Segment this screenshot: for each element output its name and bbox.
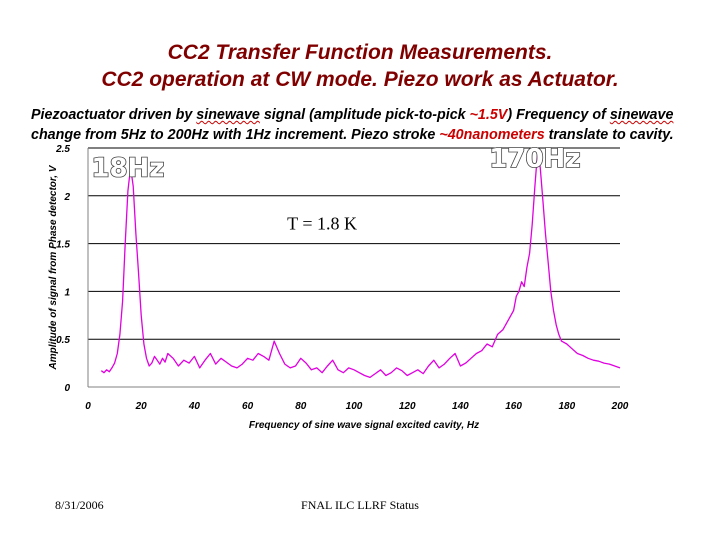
x-tick-label: 120 (399, 401, 416, 412)
desc-text-flagged: sinewave (196, 107, 260, 123)
x-tick-label: 100 (346, 401, 363, 412)
footer-status: FNAL ILC LLRF Status (301, 498, 419, 512)
desc-text: ) Frequency of (507, 107, 610, 123)
x-tick-label: 0 (85, 401, 91, 412)
desc-text-flagged: sinewave (609, 107, 674, 123)
y-tick-label: 0.5 (56, 335, 70, 346)
x-tick-label: 200 (611, 401, 629, 412)
x-tick-label: 20 (135, 401, 148, 412)
slide-title-line1: CC2 Transfer Function Measurements. (167, 41, 553, 64)
desc-text: Piezoactuator driven by (31, 107, 197, 123)
footer-date: 8/31/2006 (55, 498, 104, 512)
y-tick-label: 2 (63, 192, 70, 203)
desc-text: change from 5Hz to 200Hz with 1Hz increm… (31, 127, 440, 143)
x-tick-label: 80 (295, 401, 307, 412)
x-tick-label: 160 (505, 401, 522, 412)
temperature-annotation: T = 1.8 K (287, 213, 357, 233)
series-line-amplitude (100, 152, 621, 379)
y-tick-label: 1.5 (56, 240, 70, 251)
desc-text: signal (amplitude pick-to-pick (259, 107, 470, 123)
slide-title-line2: CC2 operation at CW mode. Piezo work as … (101, 68, 619, 91)
stroke-value: ~40nanometers (439, 127, 545, 143)
y-axis-label: Amplitude of signal from Phase detector,… (48, 164, 59, 370)
x-tick-label: 60 (242, 401, 254, 412)
x-axis-label: Frequency of sine wave signal excited ca… (249, 420, 479, 431)
desc-text: translate to cavity. (544, 127, 674, 143)
y-tick-label: 1 (64, 287, 70, 298)
x-tick-label: 180 (558, 401, 575, 412)
description-line2: change from 5Hz to 200Hz with 1Hz increm… (31, 125, 711, 145)
amplitude-value: ~1.5V (469, 107, 508, 123)
peak-annotation: 18Hz (91, 154, 164, 184)
y-tick-label: 2.5 (55, 144, 70, 155)
peak-annotation: 170Hz (489, 144, 580, 174)
y-tick-label: 0 (64, 383, 70, 394)
x-tick-label: 40 (188, 401, 201, 412)
description-line1: Piezoactuator driven by sinewave signal … (31, 105, 711, 125)
x-tick-label: 140 (452, 401, 469, 412)
